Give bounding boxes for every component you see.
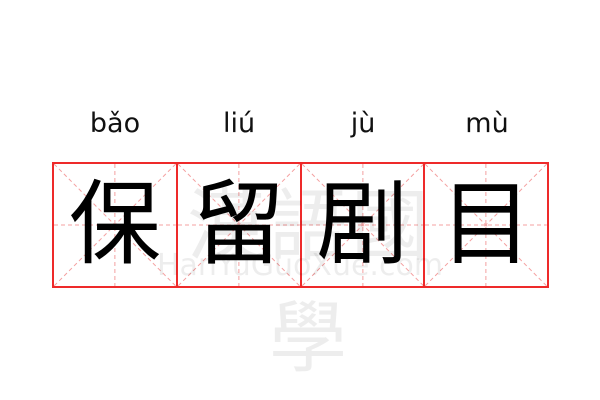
- pinyin-2: liú: [222, 108, 256, 139]
- grid-cell: 保: [54, 164, 178, 286]
- pinyin-3: jù: [350, 108, 376, 139]
- pinyin-4: mù: [465, 108, 509, 139]
- guide-lines: [425, 164, 547, 286]
- pinyin-1: bǎo: [89, 108, 141, 139]
- grid-cell: 剧: [302, 164, 426, 286]
- hanzi-2: 留: [192, 171, 285, 278]
- grid-cell: 目: [425, 164, 547, 286]
- tianzige-grid: 保 留 剧 目: [52, 162, 549, 288]
- grid-cell: 留: [178, 164, 302, 286]
- guide-lines: [178, 164, 300, 286]
- hanzi-4: 目: [440, 171, 533, 278]
- guide-lines: [302, 164, 424, 286]
- guide-lines: [54, 164, 176, 286]
- hanzi-3: 剧: [316, 171, 409, 278]
- hanzi-1: 保: [68, 171, 161, 278]
